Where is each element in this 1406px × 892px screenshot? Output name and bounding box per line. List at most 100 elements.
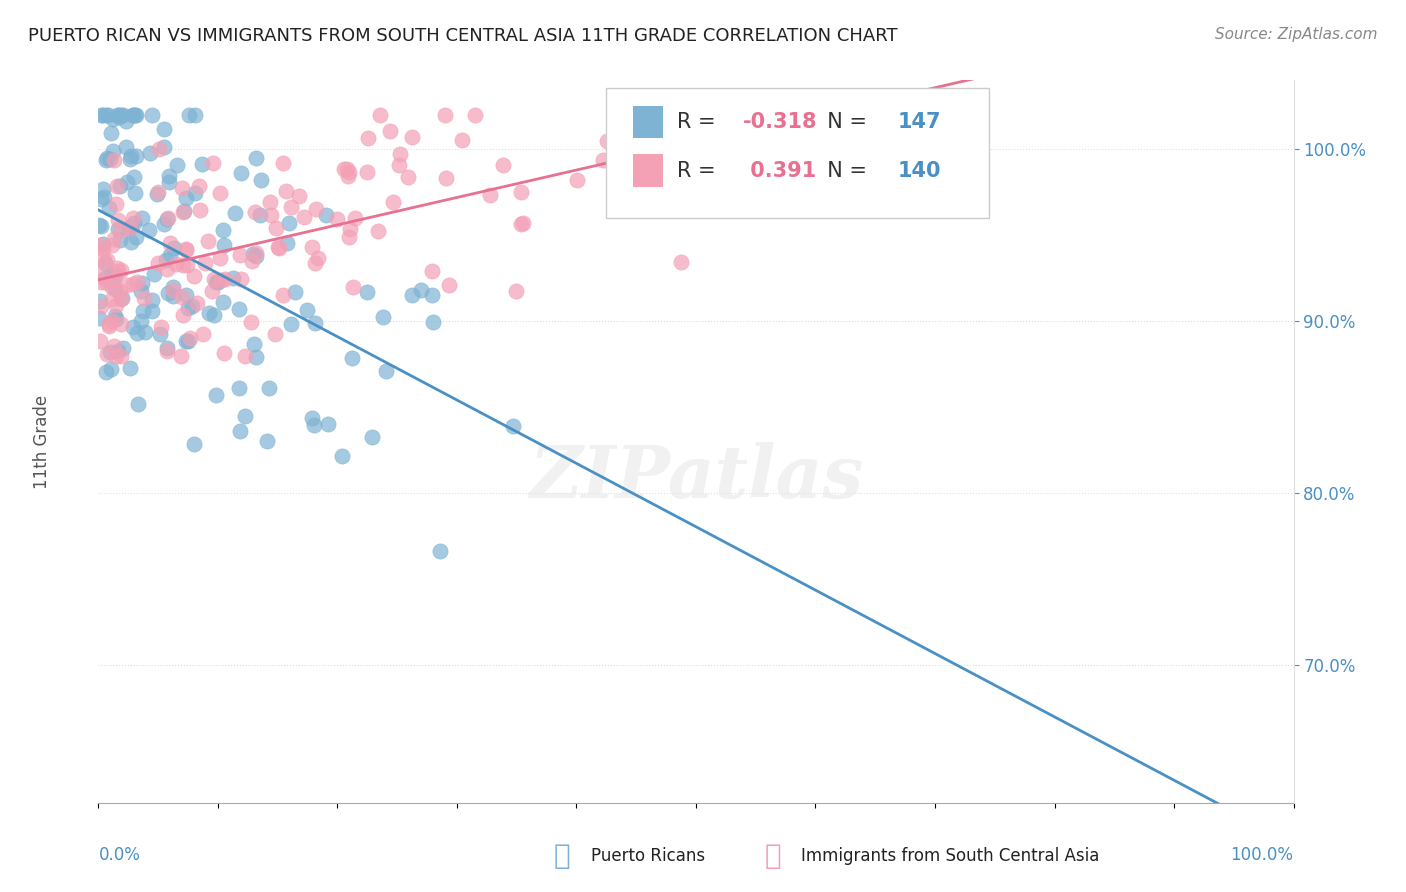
- Point: [129, 314, 152, 328]
- Point: [98, 201, 121, 215]
- Point: [115, 176, 138, 190]
- Point: [375, 364, 398, 378]
- Point: [141, 293, 163, 308]
- Point: [90, 299, 112, 313]
- Point: [156, 262, 179, 277]
- Point: [233, 349, 256, 363]
- Point: [596, 134, 619, 148]
- Point: [107, 344, 129, 359]
- Point: [122, 320, 145, 334]
- Point: [361, 430, 384, 444]
- Point: [627, 108, 650, 122]
- Point: [153, 217, 176, 231]
- Point: [922, 116, 945, 130]
- Point: [146, 255, 169, 269]
- Point: [166, 158, 188, 172]
- Point: [186, 296, 208, 310]
- Point: [107, 212, 129, 227]
- Point: [122, 216, 145, 230]
- Point: [124, 108, 146, 122]
- Point: [152, 121, 174, 136]
- Point: [315, 208, 337, 222]
- Point: [148, 142, 170, 156]
- Point: [118, 153, 141, 167]
- Point: [87, 310, 110, 325]
- Point: [510, 217, 533, 231]
- Point: [132, 304, 155, 318]
- Point: [104, 282, 127, 296]
- Point: [207, 275, 229, 289]
- Point: [388, 158, 411, 172]
- Point: [368, 108, 391, 122]
- Point: [104, 298, 127, 312]
- Point: [110, 108, 132, 122]
- Point: [434, 108, 457, 122]
- Point: [679, 108, 702, 122]
- Point: [100, 362, 122, 376]
- Point: [614, 194, 637, 208]
- Point: [103, 153, 125, 167]
- Point: [333, 161, 356, 176]
- Point: [479, 188, 502, 202]
- Point: [122, 211, 145, 226]
- Point: [209, 251, 232, 265]
- Point: [565, 173, 588, 187]
- Point: [120, 149, 142, 163]
- Point: [107, 261, 129, 276]
- Point: [122, 108, 145, 122]
- Point: [142, 267, 165, 281]
- Point: [305, 202, 328, 217]
- Point: [177, 301, 200, 316]
- Point: [307, 251, 329, 265]
- Point: [240, 254, 263, 268]
- Point: [91, 237, 114, 252]
- Text: 140: 140: [898, 161, 942, 180]
- Point: [110, 223, 132, 237]
- Point: [156, 344, 179, 359]
- Point: [208, 186, 231, 201]
- Point: [280, 317, 302, 331]
- Point: [170, 349, 193, 363]
- Point: [378, 124, 401, 138]
- Point: [120, 220, 142, 235]
- Point: [156, 341, 179, 355]
- Point: [141, 108, 163, 122]
- Point: [242, 246, 264, 260]
- Point: [250, 172, 273, 186]
- Point: [304, 255, 326, 269]
- Point: [97, 108, 120, 122]
- Point: [243, 337, 266, 351]
- Point: [101, 112, 124, 127]
- Point: [256, 434, 278, 449]
- Point: [148, 326, 170, 341]
- Point: [330, 450, 353, 464]
- Point: [183, 437, 205, 451]
- Text: 11th Grade: 11th Grade: [32, 394, 51, 489]
- Point: [190, 202, 212, 217]
- Point: [187, 179, 209, 194]
- Point: [389, 146, 412, 161]
- Point: [94, 365, 117, 379]
- FancyBboxPatch shape: [606, 87, 988, 218]
- Point: [240, 314, 263, 328]
- Point: [173, 204, 195, 219]
- Point: [259, 194, 281, 209]
- Point: [100, 268, 122, 282]
- Text: 0.391: 0.391: [742, 161, 815, 180]
- Point: [179, 331, 201, 345]
- Point: [114, 140, 136, 154]
- Point: [229, 424, 252, 438]
- Point: [87, 219, 110, 233]
- Point: [510, 185, 533, 199]
- Point: [675, 172, 697, 186]
- Point: [451, 133, 474, 147]
- Point: [292, 211, 315, 225]
- Point: [104, 349, 127, 363]
- Point: [93, 190, 115, 204]
- Point: [205, 387, 228, 401]
- Point: [502, 419, 524, 434]
- Point: [111, 291, 134, 305]
- Text: Puerto Ricans: Puerto Ricans: [591, 847, 704, 865]
- Point: [100, 238, 122, 252]
- Point: [100, 293, 122, 307]
